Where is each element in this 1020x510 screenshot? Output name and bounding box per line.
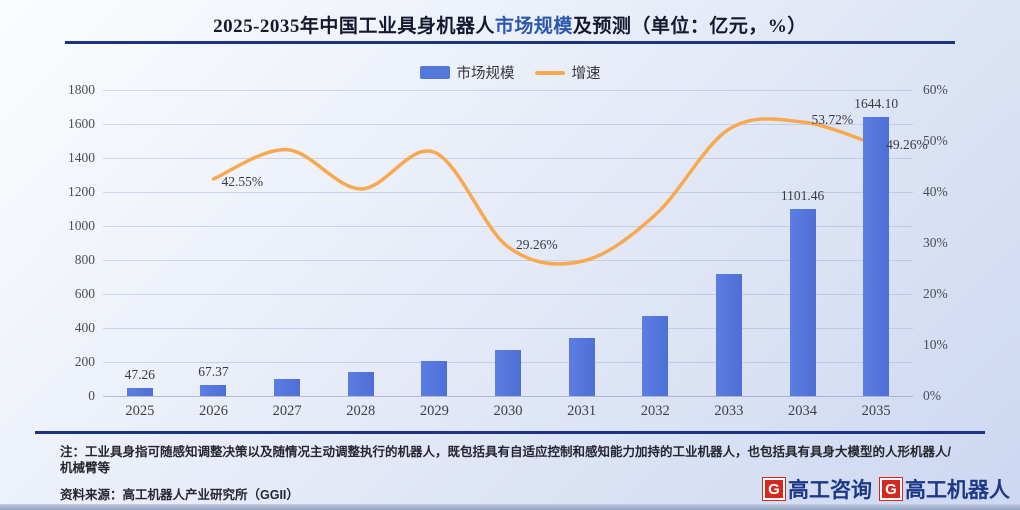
legend-label: 市场规模 [456,66,515,82]
legend-label: 增速 [571,66,601,82]
footnote-label: 注： [60,445,86,459]
x-axis-label-2030: 2030 [493,403,523,419]
y-axis-right-tick-20%: 20% [923,286,948,301]
line-series-swatch-icon [534,70,565,75]
y-axis-right-tick-0%: 0% [923,388,941,403]
gridline-1400 [103,158,913,159]
growth-value-label-2026: 42.55% [221,173,264,189]
gridline-1600 [103,124,913,125]
chart-legend: 市场规模 增速 [0,62,1020,83]
growth-value-label-2030: 29.26% [516,236,558,252]
bar-2029 [421,360,448,396]
y-axis-right-tick-30%: 30% [923,235,948,250]
source-label: 资料来源： [60,488,123,502]
bar-2033 [715,274,742,396]
y-axis-left-tick-1200: 1200 [68,184,95,199]
bar-value-label-2035: 1644.10 [854,95,899,111]
y-axis-left-tick-1400: 1400 [68,150,95,165]
gridline-400 [103,328,913,329]
gridline-0 [103,396,913,397]
bar-value-label-2026: 67.37 [198,363,229,379]
bar-2031 [568,338,595,396]
bar-2034 [789,208,816,396]
y-axis-left-tick-800: 800 [74,252,95,267]
source-text: 高工机器人产业研究所（GGII） [122,488,299,502]
y-axis-right-tick-50%: 50% [923,133,948,148]
y-axis-left-tick-1000: 1000 [68,218,95,233]
x-axis-label-2029: 2029 [419,403,449,419]
x-axis-label-2035: 2035 [861,403,891,419]
y-axis-right-tick-40%: 40% [923,184,948,199]
y-axis-left-tick-0: 0 [88,388,95,403]
x-axis-label-2033: 2033 [714,403,744,419]
bar-series-swatch-icon [419,66,450,79]
gridline-800 [103,260,913,261]
logo-gaogong-zixun: G 高工咨询 [762,474,872,504]
title-divider [65,41,955,44]
x-axis-label-2026: 2026 [198,403,228,419]
bar-2028 [347,372,374,396]
growth-value-label-2035: 49.26% [886,136,928,152]
gridline-1200 [103,192,913,193]
logo-text: 高工咨询 [788,479,872,502]
growth-value-label-2034: 53.72% [811,112,854,128]
bottom-accent-bar [0,504,1020,510]
g-logo-icon: G [879,477,903,501]
bar-value-label-2025: 47.26 [124,366,155,382]
title-suffix: 及预测（单位：亿元，%） [572,16,807,37]
footer-divider [35,431,985,434]
x-axis-label-2032: 2032 [640,403,670,419]
x-axis-label-2031: 2031 [567,403,597,419]
gridline-600 [103,294,913,295]
g-logo-icon: G [762,477,786,501]
footnote-text: 工业具身指可随感知调整决策以及随情况主动调整执行的机器人，既包括具有自适应控制和… [60,445,951,475]
bar-2025 [126,387,153,396]
bar-2027 [274,379,301,396]
y-axis-left-tick-1600: 1600 [68,116,95,131]
gridline-1000 [103,226,913,227]
legend-item-growth-rate: 增速 [534,62,601,83]
y-axis-left-tick-200: 200 [74,354,95,369]
logo-gaogong-jiqiren: G 高工机器人 [879,474,1010,504]
bar-2032 [642,316,669,396]
growth-line [211,117,878,266]
page-title: 2025-2035年中国工业具身机器人市场规模及预测（单位：亿元，%） [0,11,1020,38]
bar-value-label-2034: 1101.46 [780,187,825,203]
y-axis-right-tick-60%: 60% [923,82,948,97]
y-axis-left-tick-1800: 1800 [68,82,95,97]
y-axis-right-tick-10%: 10% [923,337,948,352]
bar-2030 [495,350,521,396]
x-axis-label-2034: 2034 [788,403,818,419]
title-prefix: 2025-2035年中国工业具身机器人 [213,16,495,37]
brand-logos: G 高工咨询 G 高工机器人 [762,474,1010,504]
bar-2026 [200,384,227,396]
gridline-1800 [103,90,913,91]
x-axis-label-2028: 2028 [346,403,376,419]
y-axis-left-tick-400: 400 [74,320,95,335]
x-axis-label-2027: 2027 [272,403,302,419]
footnote: 注：工业具身指可随感知调整决策以及随情况主动调整执行的机器人，既包括具有自适应控… [60,444,960,476]
logo-text: 高工机器人 [905,479,1010,502]
y-axis-left-tick-600: 600 [74,286,95,301]
x-axis-label-2025: 2025 [125,403,155,419]
data-source: 资料来源：高工机器人产业研究所（GGII） [60,484,299,503]
title-highlight: 市场规模 [494,16,573,37]
legend-item-market-size: 市场规模 [419,62,515,83]
bar-2035 [863,116,890,396]
